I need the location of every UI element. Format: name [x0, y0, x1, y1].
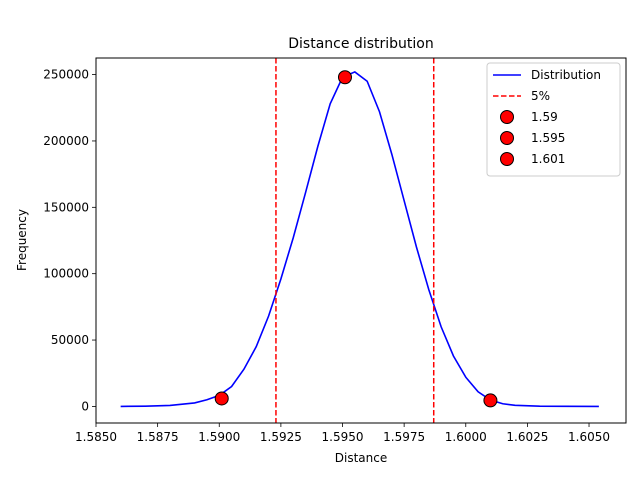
x-tick-label: 1.5975: [383, 430, 425, 444]
x-tick-label: 1.6025: [506, 430, 548, 444]
x-tick-label: 1.5850: [75, 430, 117, 444]
x-tick-label: 1.5900: [198, 430, 240, 444]
legend: Distribution 5% 1.59 1.595 1.601: [486, 62, 621, 177]
y-tick-label: 200000: [43, 134, 89, 148]
legend-label: 1.601: [531, 152, 565, 166]
legend-label: 5%: [531, 89, 550, 103]
x-axis-label: Distance: [335, 451, 387, 465]
y-axis: 0 50000 100000 150000 200000 250000: [43, 68, 96, 413]
legend-label: Distribution: [531, 68, 601, 82]
y-tick-label: 50000: [51, 333, 89, 347]
x-axis: 1.5850 1.5875 1.5900 1.5925 1.5950 1.5975 1.60…: [75, 423, 610, 444]
x-tick-label: 1.5950: [322, 430, 364, 444]
x-tick-label: 1.5925: [260, 430, 302, 444]
y-tick-label: 250000: [43, 68, 89, 82]
legend-swatch-point: [500, 131, 514, 145]
chart-title: Distance distribution: [288, 36, 433, 52]
legend-label: 1.595: [531, 131, 565, 145]
marker-point-1-59: [214, 391, 229, 406]
legend-swatch-point: [500, 152, 514, 166]
y-tick-label: 150000: [43, 200, 89, 214]
x-tick-label: 1.5875: [137, 430, 179, 444]
marker-point-1-601: [483, 393, 498, 408]
plot-area: [120, 58, 599, 423]
y-axis-label: Frequency: [15, 209, 29, 271]
legend-swatch-point: [500, 110, 514, 124]
legend-box: [486, 62, 621, 177]
x-tick-label: 1.6050: [568, 430, 610, 444]
axes-frame: [95, 57, 627, 424]
x-tick-label: 1.6000: [445, 430, 487, 444]
marker-point-1-595: [337, 70, 352, 85]
y-tick-label: 100000: [43, 267, 89, 281]
y-tick-label: 0: [81, 399, 89, 413]
legend-label: 1.59: [531, 110, 558, 124]
